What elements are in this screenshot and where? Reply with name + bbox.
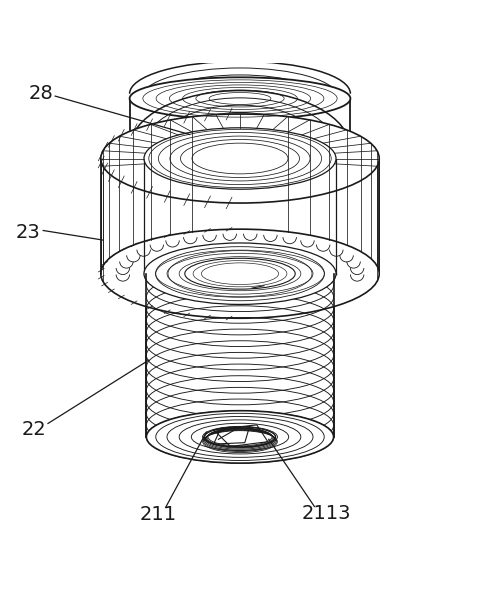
Text: 23: 23 [15, 223, 40, 243]
Ellipse shape [130, 77, 350, 120]
Polygon shape [146, 273, 334, 437]
Text: 211: 211 [140, 505, 177, 524]
Ellipse shape [185, 258, 295, 289]
Ellipse shape [146, 247, 334, 300]
Ellipse shape [130, 58, 350, 129]
Ellipse shape [144, 128, 336, 189]
Ellipse shape [146, 247, 334, 300]
Ellipse shape [204, 427, 276, 447]
Text: 2113: 2113 [301, 504, 351, 523]
Ellipse shape [130, 123, 350, 194]
Ellipse shape [101, 114, 379, 203]
Ellipse shape [144, 243, 336, 304]
Ellipse shape [146, 411, 334, 463]
Text: 28: 28 [28, 84, 53, 103]
Ellipse shape [101, 114, 379, 203]
Ellipse shape [101, 229, 379, 318]
Text: 22: 22 [21, 420, 46, 439]
